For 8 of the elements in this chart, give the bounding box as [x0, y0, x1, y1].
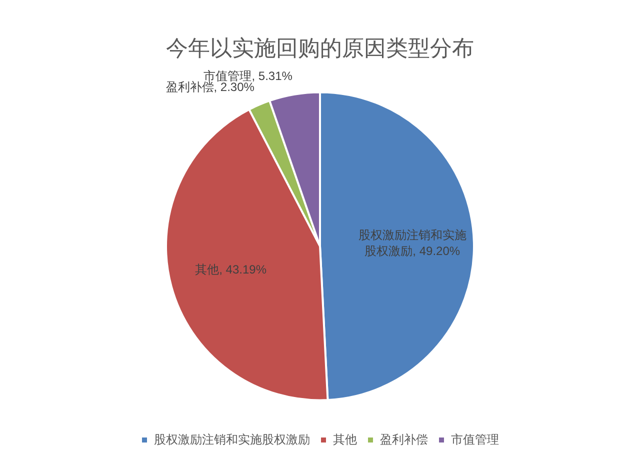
data-label: 股权激励注销和实施股权激励, 49.20% [358, 228, 466, 258]
chart-title: 今年以实施回购的原因类型分布 [166, 35, 474, 60]
legend-label: 股权激励注销和实施股权激励 [154, 432, 310, 446]
legend-label: 盈利补偿 [380, 432, 428, 446]
data-label: 其他, 43.19% [195, 262, 267, 277]
data-label: 市值管理, 5.31% [204, 68, 293, 83]
legend-label: 市值管理 [451, 432, 499, 446]
legend-label: 其他 [333, 432, 357, 446]
